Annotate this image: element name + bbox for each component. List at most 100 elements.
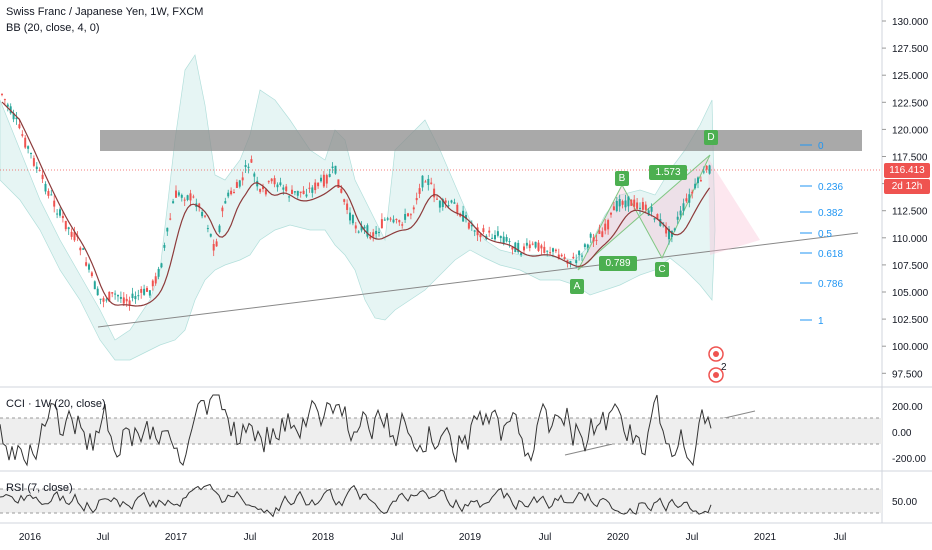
candle-body [366,225,369,237]
candle-body [160,263,163,268]
candle-body [525,242,528,246]
price-axis[interactable]: 130.000 127.500 125.000 122.500 120.000 117.5… [882,17,929,380]
cci-line [0,394,712,467]
candle-body [409,214,412,216]
candle-body [697,177,699,184]
candle-body [117,295,119,297]
candle-body [589,233,592,238]
candle-body [595,239,598,241]
candle-body [401,224,404,226]
candle-body [412,207,415,210]
bar-countdown: 2d 12h [884,179,930,194]
bb-basis-line [1,101,711,307]
candle-body [586,244,589,248]
candle-body [27,146,30,149]
price-tick-label: 122.500 [892,98,929,109]
candle-body [340,188,343,193]
candle-body [505,237,508,242]
candle-body [169,218,172,220]
candle-body [180,194,183,198]
fib-level-label: 0.618 [818,249,843,260]
candle-body [351,214,354,224]
pattern-point-a[interactable]: A [570,279,584,294]
candle-body [204,215,206,217]
pattern-point-c[interactable]: C [655,262,669,277]
candle-body [668,228,670,240]
candle-body [259,189,262,192]
candle-body [346,203,349,210]
cci-band [0,418,882,444]
candle-body [288,196,291,198]
candle-body [378,231,380,234]
candle-body [496,231,499,236]
candle-body [360,225,363,231]
fib-level-label: 1 [818,316,824,327]
alert-count-icon[interactable]: 2 [708,362,727,383]
candle-body [375,230,378,235]
candle-body [105,299,108,301]
candle-body [90,272,93,276]
current-price-tag[interactable]: 116.413 [884,163,930,178]
candle-body [206,228,209,230]
cci-label[interactable]: CCI · 1W (20, close) [6,398,106,410]
time-axis[interactable]: 2016 Jul 2017 Jul 2018 Jul 2019 Jul 2020 Jul 2021 J… [19,532,847,543]
candle-body [302,190,305,195]
candle-body [639,207,641,209]
candle-body [264,189,267,195]
symbol-title[interactable]: Swiss Franc / Japanese Yen, 1W, FXCM [6,6,204,18]
candle-body [64,220,67,230]
candle-body [633,199,636,207]
candle-body [383,219,386,221]
candle-body [61,215,64,219]
candle-body [299,191,302,193]
candle-body [572,256,575,259]
candle-body [183,199,186,201]
bb-indicator-label[interactable]: BB (20, close, 4, 0) [6,22,100,34]
candle-body [421,175,424,188]
candle-body [189,193,192,201]
candle-body [119,296,122,299]
rsi-label[interactable]: RSI (7, close) [6,482,73,494]
rsi-tick-label: 50.00 [892,497,917,508]
candle-body [494,235,496,240]
candle-body [691,191,694,194]
ratio-bd-label[interactable]: 1.573 [649,165,687,180]
candle-body [212,243,215,251]
candle-body [404,214,407,220]
candle-body [447,205,450,207]
candle-body [192,196,195,198]
alert-icon[interactable] [708,346,724,362]
candle-body [456,204,459,214]
candle-body [534,241,537,248]
candle-body [560,254,563,257]
fib-retracement[interactable]: 0 0.236 0.382 0.5 0.618 0.786 1 [800,141,843,327]
candle-body [41,174,44,180]
candle-body [201,211,204,217]
candle-body [610,212,612,215]
candle-body [320,177,322,182]
candle-body [343,199,346,202]
price-tick-label: 97.500 [892,369,923,380]
svg-text:2: 2 [721,362,727,373]
candle-body [308,187,311,189]
ratio-xb-label[interactable]: 0.789 [599,256,637,271]
rsi-axis[interactable]: 50.00 [892,497,917,508]
candle-body [531,243,534,245]
time-tick-label: 2020 [607,532,630,543]
bollinger-band-fill [0,54,716,361]
candle-body [172,201,175,204]
candle-body [30,152,32,154]
cci-axis[interactable]: 200.00 0.00 -200.00 [892,402,926,465]
support-trendline[interactable] [97,232,859,328]
candle-body [479,234,482,238]
pattern-point-b[interactable]: B [615,171,629,186]
resistance-zone[interactable] [100,130,862,151]
prz-zone [708,158,760,255]
candle-body [134,295,137,300]
time-tick-label: 2019 [459,532,482,543]
candle-body [125,298,128,302]
candle-body [143,288,146,295]
pattern-point-d[interactable]: D [704,130,718,145]
candle-body [114,293,117,295]
